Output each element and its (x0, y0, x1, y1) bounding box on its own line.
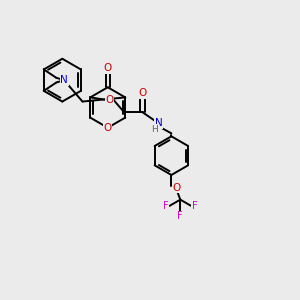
Text: N: N (155, 118, 163, 128)
Text: H: H (152, 125, 158, 134)
Text: O: O (103, 123, 112, 133)
Text: F: F (192, 201, 197, 211)
Text: O: O (105, 95, 114, 105)
Text: O: O (103, 63, 112, 73)
Text: N: N (60, 75, 68, 85)
Text: O: O (138, 88, 147, 98)
Text: F: F (178, 211, 183, 221)
Text: O: O (172, 183, 181, 193)
Text: F: F (163, 201, 169, 211)
